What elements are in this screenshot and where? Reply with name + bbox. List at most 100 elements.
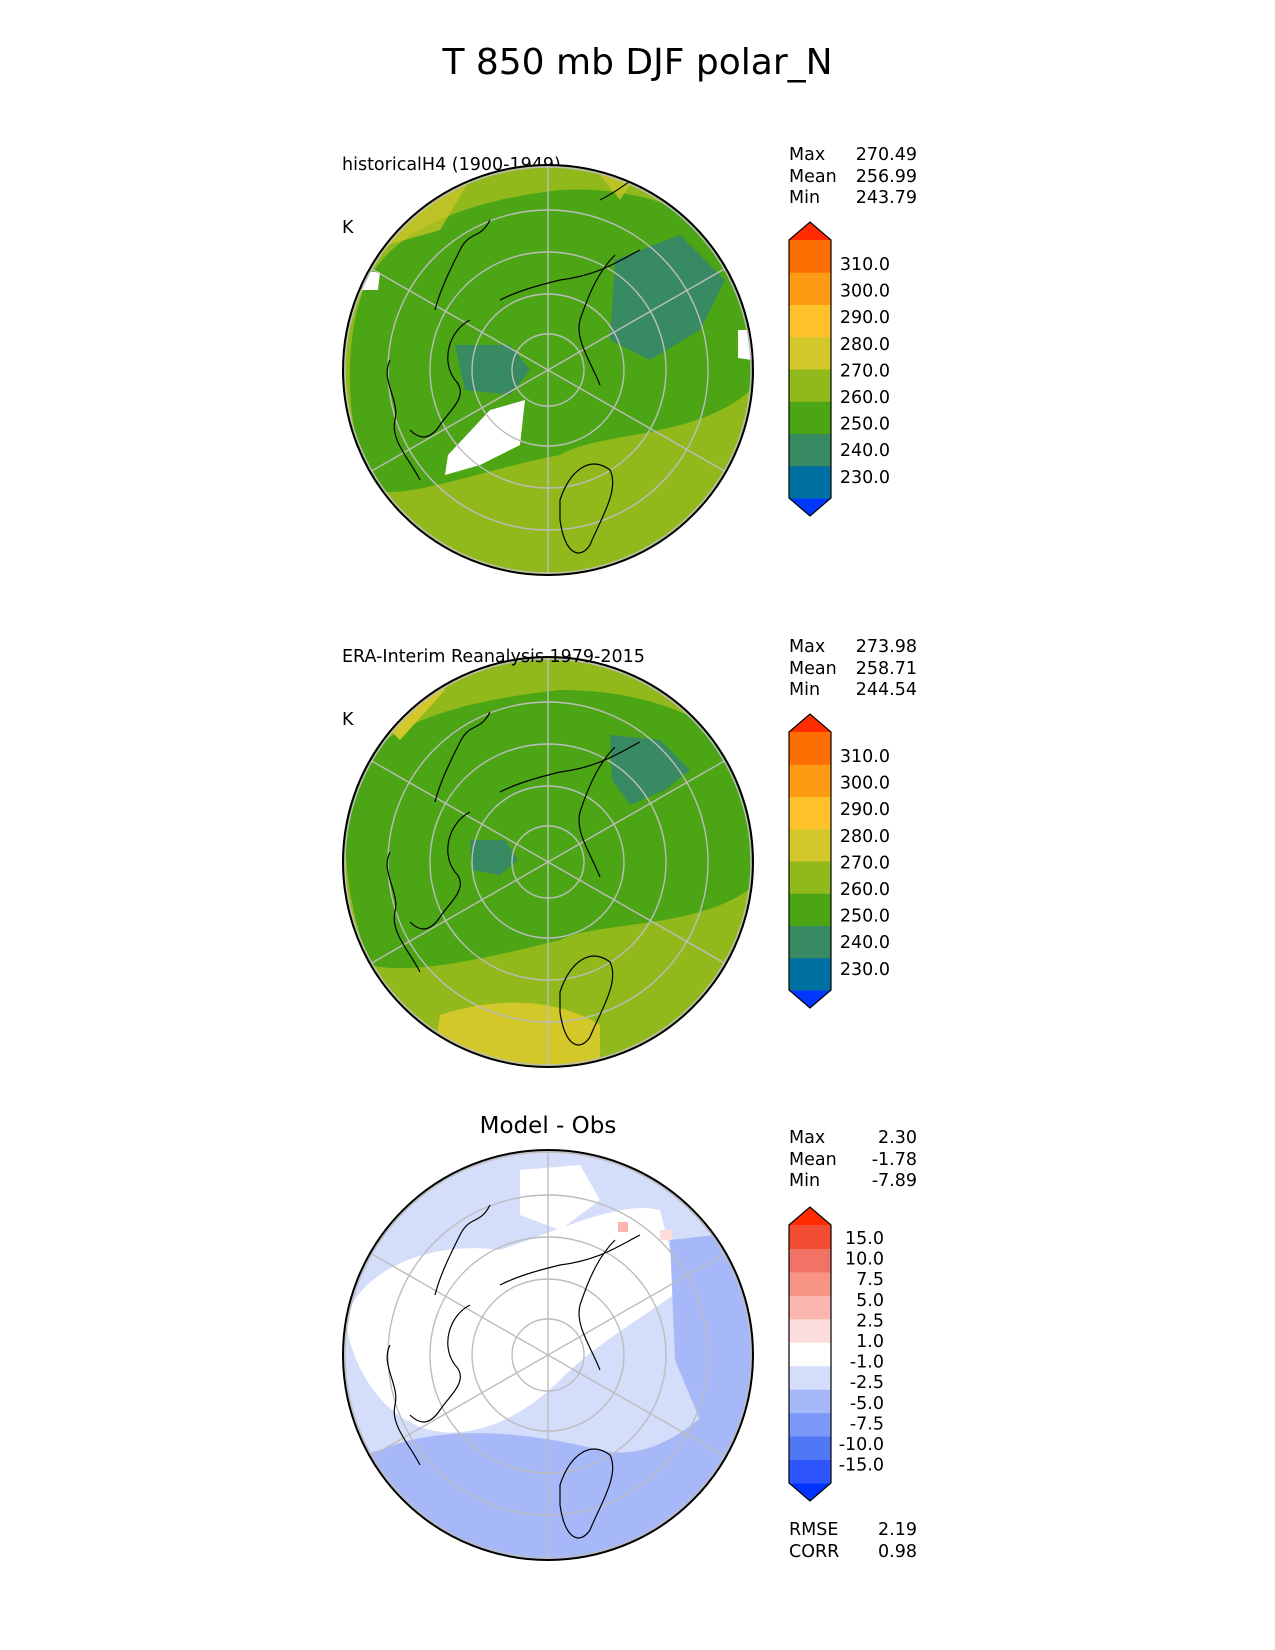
colorbar-tick-label: 290.0 [840,308,890,328]
panel-3-stats: Max 2.30 Mean -1.78 Min -7.89 [789,1128,917,1193]
metric-corr-value: 0.98 [878,1541,917,1562]
panel-3-graticule [344,1150,752,1560]
colorbar-tick-label: 230.0 [840,468,890,488]
colorbar-extend-min [789,498,831,516]
colorbar-tick-label: 300.0 [840,774,890,794]
colorbar-swatch [789,1295,831,1320]
panel-2-stats: Max 273.98 Mean 258.71 Min 244.54 [789,637,917,702]
panel-3-field-near-zero-north [520,1165,600,1230]
colorbar-tick-label: -10.0 [839,1435,884,1455]
panel-3-field-near-zero [345,1208,680,1433]
colorbar-tick-label: 15.0 [845,1229,884,1249]
colorbar-swatch [789,1248,831,1273]
colorbar-tick-label: 260.0 [840,880,890,900]
colorbar-swatch [789,272,831,305]
colorbar-swatch [789,828,831,862]
panel-1-stats: Max 270.49 Mean 256.99 Min 243.79 [789,145,917,210]
colorbar-tick-label: 270.0 [840,361,890,381]
colorbar-swatch [789,240,831,273]
stat-mean-label: Mean [789,1149,837,1170]
colorbar-tick-label: 230.0 [840,960,890,980]
stat-mean-label: Mean [789,658,837,679]
figure-title: T 850 mb DJF polar_N [442,42,833,83]
colorbar-outline [788,221,832,517]
colorbar-tick-label: 260.0 [840,388,890,408]
panel-2-graticule [344,657,752,1067]
metric-corr-label: CORR [789,1541,840,1562]
panel-3-field-warm-patch-2 [660,1230,672,1240]
stat-max-value: 273.98 [855,637,917,657]
colorbar-extend-max [789,1207,831,1225]
panel-1-field-archipelago-cold [455,345,530,395]
panel-2-field-warm-south [430,1002,600,1067]
panel-2-field-archipelago-cold [470,840,518,875]
stat-min-label: Min [789,680,821,700]
panel-2-run-name: ERA-Interim Reanalysis 1979-2015 [342,647,645,667]
colorbar-extend-max [789,222,831,240]
stat-max-value: 270.49 [855,145,917,165]
stat-min-label: Min [789,1171,821,1191]
colorbar-swatch [789,957,831,991]
colorbar-swatch [789,1436,831,1461]
panel-2-title: ERA-Interim Reanalysis 1979-2015 K [342,605,645,752]
stat-mean-value: 258.71 [855,658,917,679]
panel-2-colorbar: 310.0 300.0 290.0 280.0 270.0 260.0 250.0 240.0… [788,713,890,1009]
stat-mean-value: -1.78 [871,1149,917,1170]
colorbar-tick-label: 280.0 [840,827,890,847]
colorbar-tick-label: 270.0 [840,853,890,873]
colorbar-extend-min [789,1483,831,1501]
panel-1-field-siberia-cold [610,235,725,360]
colorbar-swatch [789,925,831,959]
colorbar-swatch [789,1389,831,1414]
colorbar-swatch [789,1342,831,1367]
colorbar-swatch [789,732,831,765]
colorbar-outline [788,1206,832,1502]
stat-min-label: Min [789,188,821,208]
panel-1-graticule [344,165,752,575]
panel-1-map-border [342,164,754,576]
colorbar-swatch [789,304,831,338]
colorbar-tick-label: -5.0 [850,1394,884,1414]
colorbar-tick-label: 2.5 [856,1311,884,1331]
stat-max-label: Max [789,1128,826,1148]
colorbar-tick-label: 310.0 [840,255,890,275]
panel-2-map-border [342,656,754,1068]
panel-3-metrics: RMSE 2.19 CORR 0.98 [789,1520,917,1563]
colorbar-tick-label: -7.5 [850,1414,884,1434]
colorbar-tick-label: -2.5 [850,1373,884,1393]
colorbar-swatch [789,1271,831,1296]
colorbar-swatch [789,1318,831,1343]
panel-3-map [343,1150,753,1560]
panel-3-map-border [342,1149,754,1561]
colorbar-tick-label: 240.0 [840,933,890,953]
colorbar-extend-max [789,714,831,732]
colorbar-swatch [789,1365,831,1390]
colorbar-swatch [789,336,831,370]
colorbar-tick-label: 280.0 [840,335,890,355]
panel-3-colorbar: 15.010.07.55.02.51.0-1.0-2.5-5.0-7.5-10.… [788,1206,884,1502]
colorbar-tick-label: 7.5 [856,1270,884,1290]
colorbar-swatch [789,893,831,926]
stat-mean-value: 256.99 [855,166,917,187]
colorbar-extend-min [789,990,831,1008]
colorbar-swatch [789,433,831,467]
colorbar-tick-label: 5.0 [856,1291,884,1311]
panel-3-title: Model - Obs [479,1113,617,1139]
colorbar-swatch [789,465,831,499]
colorbar-swatch [789,369,831,402]
panel-1-coastlines [386,174,641,554]
colorbar-swatch [789,1225,831,1249]
panel-1-colorbar: 310.0 300.0 290.0 280.0 270.0 260.0 250.0 240.0… [788,221,890,517]
panel-1-map [343,165,753,575]
colorbar-swatch [789,1412,831,1437]
colorbar-swatch [789,764,831,797]
colorbar-tick-label: -15.0 [839,1456,884,1476]
stat-min-value: 243.79 [855,188,917,208]
metric-rmse-value: 2.19 [878,1520,917,1540]
colorbar-swatch [789,861,831,894]
panel-1-greenland-missing [445,400,525,475]
colorbar-outline [788,713,832,1009]
colorbar-tick-label: 250.0 [840,415,890,435]
panel-2-field-siberia-cold [610,735,690,805]
stat-max-label: Max [789,637,826,657]
